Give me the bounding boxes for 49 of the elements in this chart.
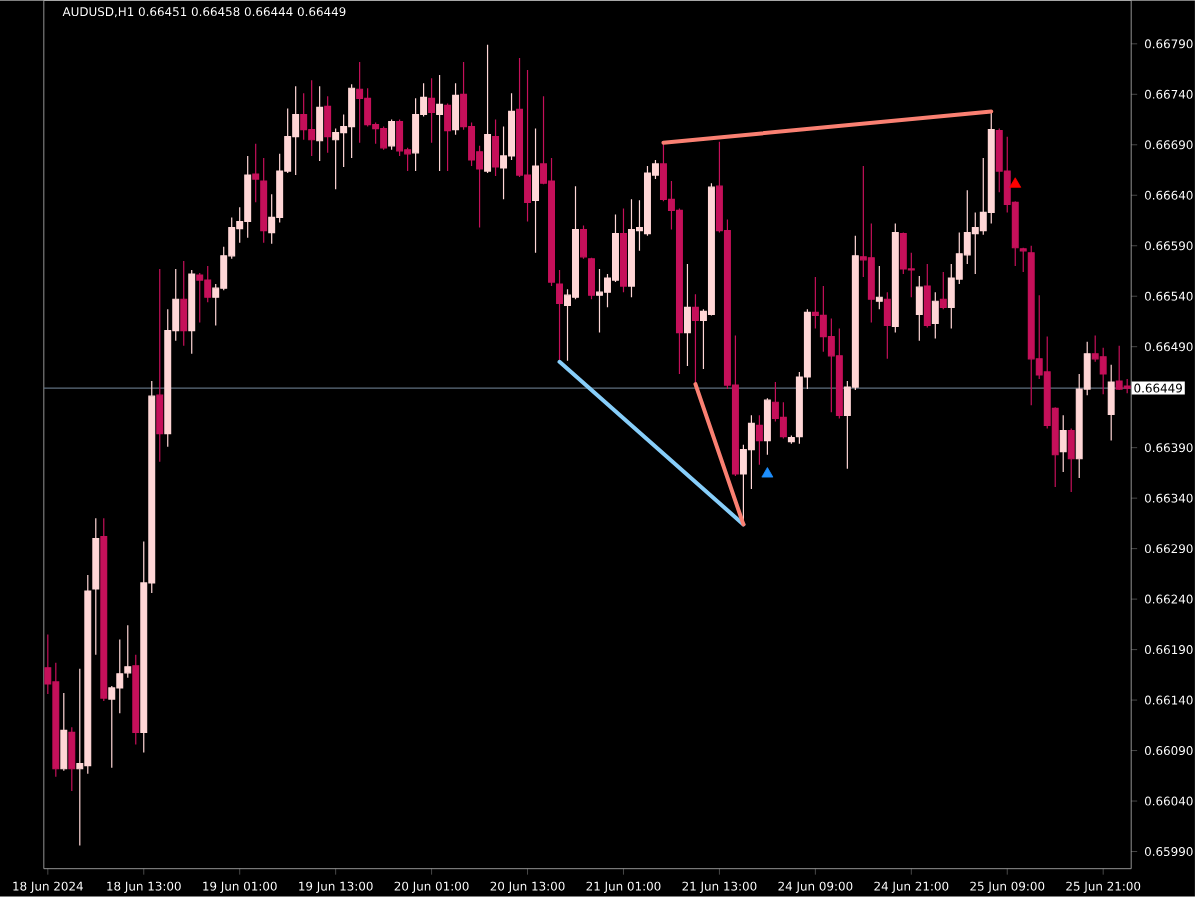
candlestick: [100, 517, 108, 702]
candlestick: [763, 397, 771, 456]
candlestick: [1107, 364, 1115, 442]
candlestick: [156, 268, 164, 463]
candlestick: [196, 272, 204, 324]
candlestick: [68, 726, 76, 792]
candlestick: [580, 225, 587, 260]
candlestick: [883, 291, 891, 360]
candlestick: [444, 103, 452, 172]
candlestick: [556, 269, 563, 363]
candlestick: [388, 119, 396, 151]
candlestick: [436, 74, 444, 172]
candlestick: [252, 143, 260, 204]
candlestick: [939, 271, 947, 311]
candlestick: [308, 79, 316, 157]
candlestick: [1067, 428, 1075, 493]
candlestick: [244, 155, 252, 239]
candlestick: [492, 119, 500, 177]
candlestick: [1027, 245, 1035, 407]
candlestick: [683, 263, 691, 367]
candlestick: [428, 77, 436, 144]
candlestick: [292, 85, 300, 176]
candlestick: [380, 126, 388, 151]
candlestick: [532, 128, 540, 254]
candlestick: [124, 625, 132, 679]
candlestick: [588, 257, 595, 301]
candlestick: [484, 44, 492, 174]
candlestick: [620, 208, 627, 294]
candlestick: [356, 61, 364, 144]
candlestick: [915, 275, 923, 342]
candlestick: [1059, 415, 1067, 473]
candlestick: [324, 95, 332, 154]
candlestick: [931, 291, 939, 340]
candlestick: [691, 293, 699, 383]
candlestick: [348, 83, 356, 159]
candlestick: [316, 85, 324, 162]
candlestick: [92, 517, 100, 656]
candlestick: [923, 263, 931, 329]
candlestick: [628, 198, 635, 299]
candlestick: [132, 654, 140, 746]
candlestick: [188, 269, 196, 355]
candlestick: [180, 260, 188, 347]
candlestick: [452, 82, 460, 136]
candlestick: [260, 157, 268, 244]
candlestick: [891, 223, 899, 334]
candlestick: [60, 692, 68, 772]
candlestick: [1115, 345, 1123, 391]
candlestick: [787, 435, 795, 445]
candlestick: [755, 415, 763, 466]
